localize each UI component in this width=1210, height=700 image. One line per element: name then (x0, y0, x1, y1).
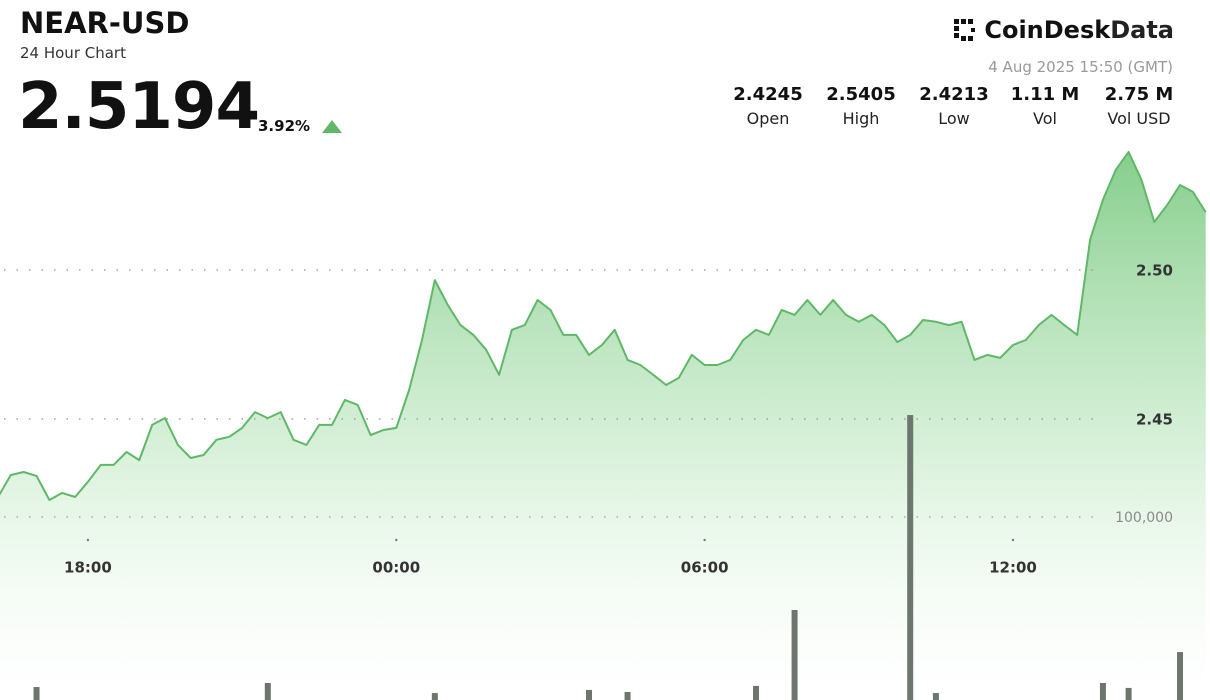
stat: 2.4245 Open (713, 84, 823, 128)
title: NEAR-USD (20, 6, 190, 40)
x-tick-mark (703, 538, 706, 542)
volume-bar (1125, 687, 1132, 700)
brand-suffix: Data (1110, 16, 1174, 44)
line-layer (0, 150, 1207, 501)
stat-value: 2.75 M (1104, 84, 1174, 105)
volume-bar (431, 693, 438, 700)
brand-icon (954, 19, 976, 41)
stat-value: 2.4213 (919, 84, 989, 105)
volume-bar (624, 691, 631, 700)
volume-bar (932, 693, 939, 700)
x-tick-mark (86, 538, 90, 542)
volume-bar (1177, 652, 1184, 700)
stat-label: Low (938, 109, 970, 128)
brand: CoinDeskData (952, 16, 1174, 44)
volume-bar (33, 687, 40, 700)
timestamp: 4 Aug 2025 15:50 (GMT) (988, 58, 1173, 76)
area-layer (0, 151, 1206, 700)
brand-name: CoinDesk (984, 16, 1111, 44)
volume-bar (907, 415, 914, 700)
x-tick-label: 00:00 (372, 559, 420, 577)
volume-bar (264, 682, 271, 700)
stat: 2.75 M Vol USD (1084, 84, 1194, 128)
volume-bar (753, 685, 760, 700)
y-tick-label: 2.50 (1136, 261, 1173, 279)
price-line (0, 150, 1207, 501)
volume-bar (1099, 682, 1106, 700)
y-tick-label: 2.45 (1136, 410, 1173, 428)
up-arrow (322, 120, 342, 133)
y2-tick-label: 100,000 (1115, 510, 1173, 526)
stat: 2.5405 High (806, 84, 916, 128)
stat-value: 2.4245 (733, 84, 803, 105)
x-tick-mark (1011, 538, 1015, 542)
stat-value: 2.5405 (826, 84, 896, 105)
volume-bar (791, 609, 798, 700)
grid-layer (4, 269, 1100, 542)
price: 2.5194 (18, 70, 260, 144)
x-tick-label: 18:00 (64, 559, 112, 577)
label-layer: 2.45 2.50 100,000 18:00 00:00 06:00 12:00 (64, 261, 1173, 576)
volume-layer (33, 415, 1184, 700)
volume-bar (586, 689, 593, 700)
price-area (0, 151, 1206, 700)
change: 3.92% (258, 117, 311, 135)
x-tick-label: 12:00 (989, 559, 1037, 577)
x-tick-label: 06:00 (681, 559, 729, 577)
stat: 2.4213 Low (899, 84, 1009, 128)
stat-label: High (842, 109, 880, 128)
stat-label: Open (746, 109, 790, 128)
stat-label: Vol USD (1107, 109, 1171, 128)
x-tick-mark (395, 538, 398, 542)
stat: 1.11 M Vol (990, 84, 1100, 128)
subtitle: 24 Hour Chart (20, 44, 126, 62)
stat-label: Vol (1033, 109, 1057, 128)
stat-value: 1.11 M (1010, 84, 1080, 105)
